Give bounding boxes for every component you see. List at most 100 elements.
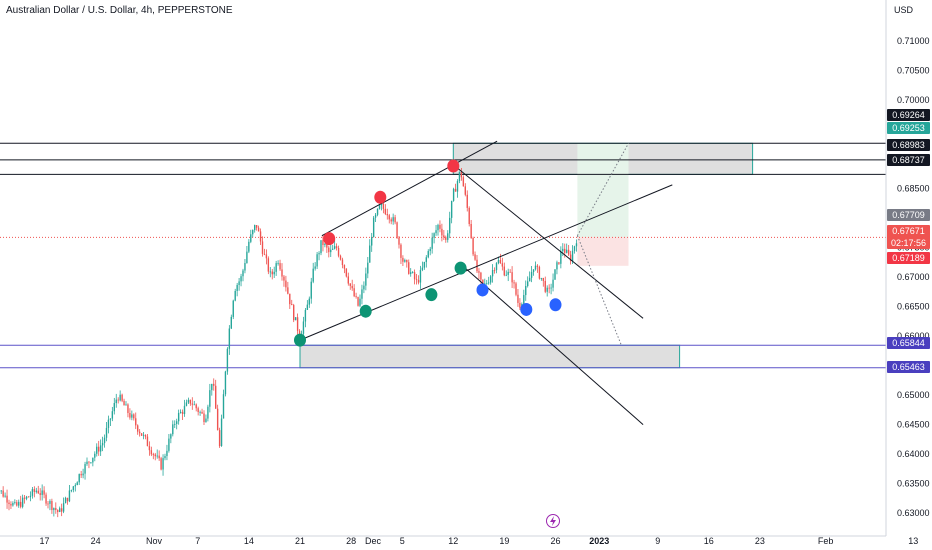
candle-body-59 bbox=[107, 419, 110, 428]
candle-body-223 bbox=[427, 251, 429, 258]
candle-body-19 bbox=[29, 495, 32, 498]
candle-body-5 bbox=[2, 490, 4, 497]
candle-body-272 bbox=[523, 295, 525, 305]
candle-body-207 bbox=[396, 222, 398, 238]
candles-layer bbox=[0, 167, 578, 518]
candle-body-77 bbox=[142, 434, 145, 436]
candle-body-296 bbox=[569, 254, 572, 261]
candle-body-270 bbox=[519, 302, 521, 308]
candle-body-235 bbox=[450, 200, 453, 218]
price-tag-value: 0.68983 bbox=[892, 140, 925, 150]
candle-body-281 bbox=[540, 277, 543, 279]
candle-body-236 bbox=[452, 188, 455, 201]
candle-body-219 bbox=[419, 269, 422, 283]
candle-body-229 bbox=[439, 224, 441, 229]
candle-body-234 bbox=[449, 217, 451, 234]
candle-body-96 bbox=[179, 411, 182, 414]
candle-body-279 bbox=[536, 265, 539, 268]
candle-body-21 bbox=[33, 489, 36, 492]
candle-body-200 bbox=[382, 203, 385, 209]
candle-body-68 bbox=[125, 404, 127, 406]
candle-body-48 bbox=[86, 461, 88, 465]
candle-body-45 bbox=[80, 474, 82, 476]
chart-title: Australian Dollar / U.S. Dollar, 4h, PEP… bbox=[6, 5, 233, 16]
candle-body-242 bbox=[464, 186, 466, 195]
candle-body-260 bbox=[499, 259, 502, 264]
candle-body-54 bbox=[98, 446, 100, 452]
candle-body-61 bbox=[111, 411, 114, 419]
candle-body-259 bbox=[497, 259, 500, 264]
candle-body-32 bbox=[55, 508, 57, 510]
candle-body-31 bbox=[53, 508, 55, 511]
candle-body-79 bbox=[146, 436, 149, 447]
candle-body-288 bbox=[554, 269, 556, 280]
candle-body-211 bbox=[404, 260, 406, 262]
candle-body-171 bbox=[326, 243, 328, 248]
candle-body-33 bbox=[57, 509, 59, 512]
candle-body-174 bbox=[332, 248, 334, 250]
candle-body-153 bbox=[291, 304, 293, 306]
candle-body-190 bbox=[363, 285, 365, 290]
candle-body-177 bbox=[337, 247, 340, 256]
candle-body-139 bbox=[263, 253, 266, 255]
candle-body-66 bbox=[121, 394, 123, 401]
price-tag-7 bbox=[887, 337, 930, 349]
pivot-marker-1 bbox=[374, 190, 387, 204]
candle-body-22 bbox=[35, 490, 37, 492]
candle-body-116 bbox=[218, 430, 221, 446]
pivot-marker-2 bbox=[447, 159, 460, 173]
candle-body-95 bbox=[177, 413, 180, 422]
candle-body-118 bbox=[222, 394, 225, 419]
candle-body-44 bbox=[78, 474, 80, 483]
candle-body-220 bbox=[421, 267, 424, 270]
candle-body-9 bbox=[10, 504, 12, 506]
candle-body-72 bbox=[133, 414, 135, 419]
candle-body-85 bbox=[158, 455, 160, 459]
candle-body-196 bbox=[374, 214, 377, 218]
candle-body-276 bbox=[530, 272, 533, 278]
price-tag-value: 0.68737 bbox=[892, 155, 925, 165]
candle-body-212 bbox=[406, 260, 408, 263]
candle-body-135 bbox=[255, 225, 258, 228]
candle-body-175 bbox=[333, 246, 336, 249]
candle-body-102 bbox=[191, 403, 193, 405]
candle-body-133 bbox=[252, 230, 254, 235]
candle-body-146 bbox=[277, 263, 279, 264]
candle-body-82 bbox=[152, 454, 154, 456]
candle-body-148 bbox=[281, 269, 283, 277]
candle-body-58 bbox=[105, 427, 108, 438]
candle-body-248 bbox=[476, 259, 478, 272]
x-tick-label: 12 bbox=[448, 536, 458, 546]
candle-body-30 bbox=[51, 501, 53, 511]
candle-body-180 bbox=[343, 265, 346, 269]
candle-body-191 bbox=[365, 273, 367, 286]
candle-body-267 bbox=[513, 282, 515, 284]
candle-body-193 bbox=[369, 245, 371, 263]
candle-body-249 bbox=[478, 271, 480, 273]
price-tag-value: 0.67189 bbox=[892, 253, 925, 263]
candle-body-145 bbox=[275, 263, 277, 272]
candle-body-159 bbox=[302, 321, 305, 334]
candle-body-7 bbox=[6, 495, 8, 503]
candle-body-172 bbox=[328, 247, 330, 253]
candle-body-17 bbox=[25, 496, 28, 499]
trendline-1 bbox=[321, 140, 498, 237]
candle-body-292 bbox=[562, 248, 564, 252]
candle-body-86 bbox=[160, 458, 162, 470]
candle-body-278 bbox=[534, 265, 537, 270]
price-tag-6 bbox=[887, 252, 930, 264]
candle-body-10 bbox=[12, 503, 14, 506]
candle-body-137 bbox=[259, 231, 262, 242]
candle-body-163 bbox=[310, 281, 312, 299]
candle-body-183 bbox=[349, 283, 351, 286]
x-tick-label: 24 bbox=[91, 536, 101, 546]
candle-body-263 bbox=[505, 274, 507, 276]
candle-body-64 bbox=[117, 399, 119, 401]
candle-body-29 bbox=[49, 501, 51, 504]
candle-body-165 bbox=[314, 266, 316, 269]
price-tag-value: 0.69264 bbox=[892, 110, 925, 120]
candle-body-269 bbox=[517, 294, 519, 303]
candle-body-216 bbox=[413, 272, 416, 280]
candle-body-238 bbox=[456, 181, 459, 192]
